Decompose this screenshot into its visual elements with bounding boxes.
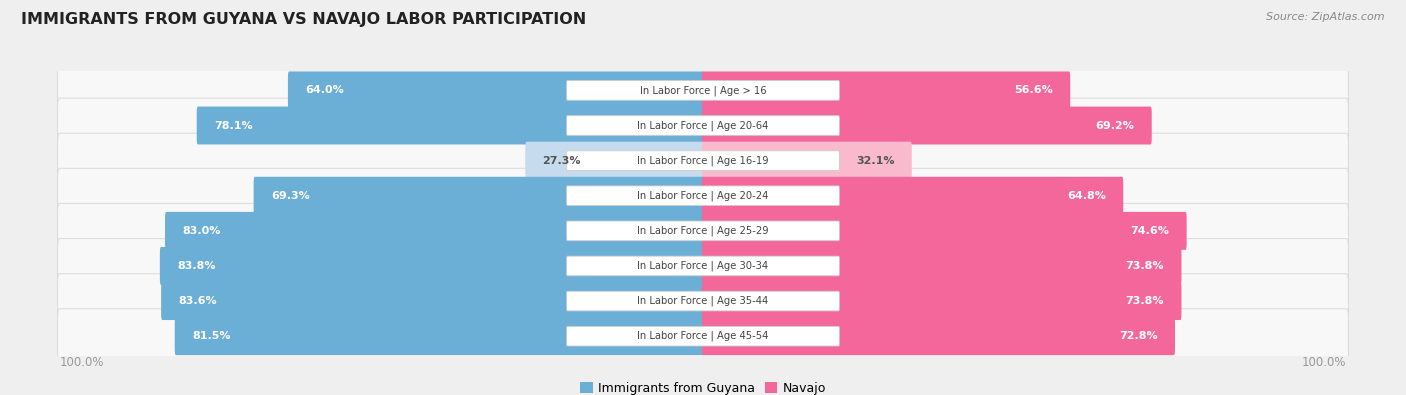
Text: 83.8%: 83.8%	[177, 261, 215, 271]
FancyBboxPatch shape	[567, 291, 839, 311]
Text: 64.8%: 64.8%	[1067, 191, 1107, 201]
Text: In Labor Force | Age > 16: In Labor Force | Age > 16	[640, 85, 766, 96]
FancyBboxPatch shape	[58, 203, 1348, 258]
FancyBboxPatch shape	[702, 247, 1181, 285]
FancyBboxPatch shape	[58, 309, 1348, 363]
FancyBboxPatch shape	[702, 317, 1175, 355]
FancyBboxPatch shape	[702, 142, 911, 180]
Text: 73.8%: 73.8%	[1126, 296, 1164, 306]
FancyBboxPatch shape	[174, 317, 704, 355]
FancyBboxPatch shape	[526, 142, 704, 180]
Text: 83.6%: 83.6%	[179, 296, 217, 306]
FancyBboxPatch shape	[58, 133, 1348, 188]
Text: 83.0%: 83.0%	[183, 226, 221, 236]
Text: IMMIGRANTS FROM GUYANA VS NAVAJO LABOR PARTICIPATION: IMMIGRANTS FROM GUYANA VS NAVAJO LABOR P…	[21, 12, 586, 27]
FancyBboxPatch shape	[567, 151, 839, 171]
FancyBboxPatch shape	[197, 107, 704, 145]
FancyBboxPatch shape	[702, 212, 1187, 250]
Text: In Labor Force | Age 45-54: In Labor Force | Age 45-54	[637, 331, 769, 341]
FancyBboxPatch shape	[162, 282, 704, 320]
Text: 78.1%: 78.1%	[214, 120, 253, 130]
Text: 69.3%: 69.3%	[271, 191, 309, 201]
FancyBboxPatch shape	[58, 239, 1348, 293]
Text: 56.6%: 56.6%	[1014, 85, 1053, 96]
FancyBboxPatch shape	[165, 212, 704, 250]
Text: In Labor Force | Age 16-19: In Labor Force | Age 16-19	[637, 155, 769, 166]
Text: 27.3%: 27.3%	[543, 156, 581, 166]
FancyBboxPatch shape	[58, 168, 1348, 223]
Text: 64.0%: 64.0%	[305, 85, 344, 96]
FancyBboxPatch shape	[253, 177, 704, 215]
FancyBboxPatch shape	[567, 326, 839, 346]
Text: 73.8%: 73.8%	[1126, 261, 1164, 271]
Text: 72.8%: 72.8%	[1119, 331, 1157, 341]
Text: In Labor Force | Age 35-44: In Labor Force | Age 35-44	[637, 296, 769, 307]
FancyBboxPatch shape	[567, 221, 839, 241]
Text: 32.1%: 32.1%	[856, 156, 894, 166]
FancyBboxPatch shape	[567, 186, 839, 205]
Text: 100.0%: 100.0%	[59, 356, 104, 369]
Text: In Labor Force | Age 25-29: In Labor Force | Age 25-29	[637, 226, 769, 236]
Text: 100.0%: 100.0%	[1302, 356, 1347, 369]
Text: 69.2%: 69.2%	[1095, 120, 1135, 130]
Text: In Labor Force | Age 20-24: In Labor Force | Age 20-24	[637, 190, 769, 201]
FancyBboxPatch shape	[58, 63, 1348, 118]
Legend: Immigrants from Guyana, Navajo: Immigrants from Guyana, Navajo	[581, 382, 825, 395]
FancyBboxPatch shape	[288, 71, 704, 109]
Text: Source: ZipAtlas.com: Source: ZipAtlas.com	[1267, 12, 1385, 22]
Text: 81.5%: 81.5%	[193, 331, 231, 341]
Text: 74.6%: 74.6%	[1130, 226, 1170, 236]
FancyBboxPatch shape	[58, 98, 1348, 153]
FancyBboxPatch shape	[702, 282, 1181, 320]
FancyBboxPatch shape	[567, 81, 839, 100]
FancyBboxPatch shape	[702, 107, 1152, 145]
FancyBboxPatch shape	[58, 274, 1348, 329]
FancyBboxPatch shape	[702, 71, 1070, 109]
FancyBboxPatch shape	[567, 116, 839, 135]
Text: In Labor Force | Age 30-34: In Labor Force | Age 30-34	[637, 261, 769, 271]
FancyBboxPatch shape	[702, 177, 1123, 215]
FancyBboxPatch shape	[567, 256, 839, 276]
FancyBboxPatch shape	[160, 247, 704, 285]
Text: In Labor Force | Age 20-64: In Labor Force | Age 20-64	[637, 120, 769, 131]
